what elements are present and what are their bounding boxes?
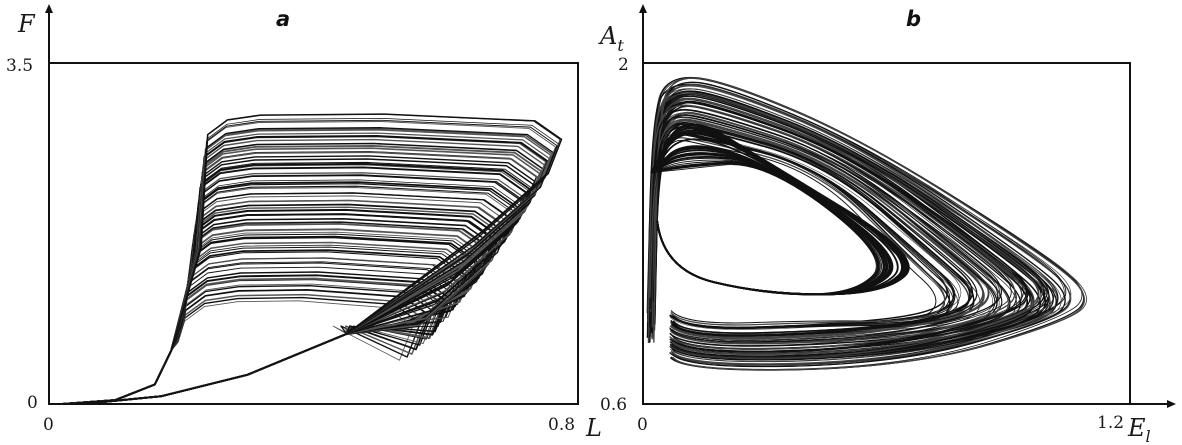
trajectory-loop-a	[62, 296, 422, 405]
trajectory-loop-b	[647, 108, 1011, 347]
trajectory-loop-b	[654, 114, 1000, 343]
trajectory-loop-b	[653, 111, 1009, 345]
panel-b: b At 2 0.6 0 1.2 El	[598, 4, 1176, 445]
x-tick-right-a: 0.8	[548, 415, 575, 435]
x-tick-left-b: 0	[637, 415, 648, 435]
trajectory-a	[62, 113, 563, 405]
x-tick-right-b: 1.2	[1097, 413, 1124, 433]
trajectory-core-b	[650, 152, 889, 296]
panel-b-label: b	[906, 7, 921, 31]
trajectory-loop-b	[653, 77, 1085, 371]
trajectory-loop-b	[649, 118, 984, 340]
panel-a: a F 3.5 0 0 0.8 L	[6, 4, 602, 442]
y-tick-bottom-b: 0.6	[600, 395, 627, 415]
trajectory-b	[646, 76, 1087, 371]
trajectory-loop-b	[650, 121, 978, 337]
trajectory-loop-a	[62, 300, 414, 405]
panel-a-label: a	[276, 7, 290, 31]
y-axis-label-b: At	[598, 22, 624, 55]
x-axis-label-b: El	[1127, 414, 1151, 445]
y-tick-top-a: 3.5	[6, 56, 33, 76]
trajectory-loop-a	[62, 113, 563, 405]
trajectory-loop-b	[649, 126, 975, 334]
y-axis-label-a: F	[17, 10, 36, 38]
trajectory-loop-b	[647, 104, 1016, 350]
x-axis-label-a: L	[585, 414, 602, 442]
trajectory-loop-a	[62, 277, 444, 405]
trajectory-loop-a	[62, 293, 426, 405]
y-tick-bottom-a: 0	[27, 393, 38, 413]
trajectory-loop-b	[647, 93, 1043, 359]
y-tick-top-b: 2	[618, 55, 629, 75]
x-tick-left-a: 0	[43, 415, 54, 435]
trajectory-core-b	[651, 164, 877, 295]
